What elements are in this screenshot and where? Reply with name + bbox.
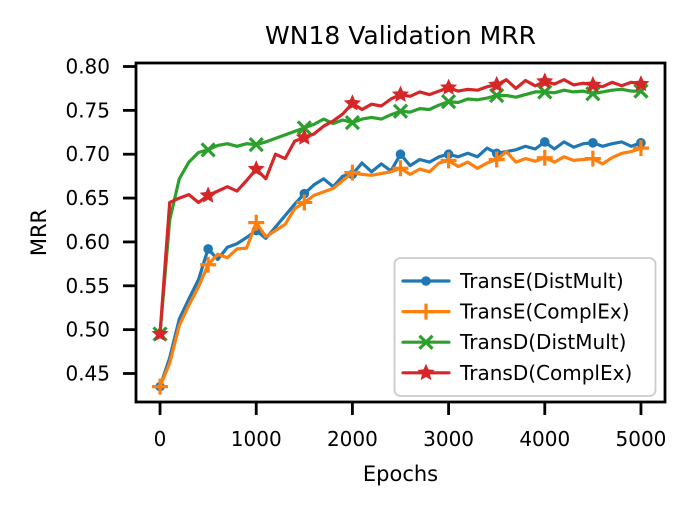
legend-label: TransD(ComplEx) [459,361,632,385]
x-tick-label: 0 [154,427,167,451]
plus-marker [296,194,313,211]
legend-entry-transe-complex: TransE(ComplEx) [401,300,630,324]
star-marker [417,363,435,381]
legend-entry-transd-distmult: TransD(DistMult) [401,330,626,354]
x-marker [200,142,216,158]
star-marker [488,75,506,93]
x-axis-ticks: 0 1000 2000 3000 4000 5000 [154,402,667,451]
x-tick-label: 2000 [327,427,378,451]
plus-marker [344,164,361,181]
y-tick-label: 0.65 [65,186,110,210]
legend-label: TransD(DistMult) [459,330,626,354]
plus-marker [536,149,553,166]
x-axis-label: Epochs [363,462,438,486]
legend: TransE(DistMult) TransE(ComplEx) TransD(Di… [393,257,657,397]
x-marker [418,334,434,350]
x-marker [440,93,457,110]
y-tick-label: 0.45 [65,361,110,385]
y-tick-label: 0.55 [65,274,110,298]
plus-marker [632,140,649,157]
plus-marker [392,160,409,177]
series-layer [151,72,650,395]
circle-marker [421,276,431,286]
plot-border [134,61,667,404]
x-tick-label: 5000 [616,427,667,451]
circle-marker [203,244,213,254]
star-marker [199,186,217,203]
x-tick-label: 1000 [231,427,282,451]
x-marker [296,120,312,136]
plus-marker [488,151,505,168]
x-tick-label: 4000 [519,427,570,451]
y-tick-label: 0.60 [65,230,110,254]
x-marker [392,103,409,119]
legend-label: TransE(ComplEx) [459,300,630,324]
y-axis-label: MRR [27,209,51,256]
plus-marker [418,303,434,320]
x-marker [633,83,649,99]
x-tick-label: 3000 [423,427,474,451]
plus-marker [584,150,601,167]
y-axis-ticks: 0.45 0.50 0.55 0.60 0.65 0.70 0.75 0.80 [65,55,136,385]
circle-marker [299,188,310,199]
legend-entry-transe-distmult: TransE(DistMult) [401,269,624,293]
axes-layer: 0 1000 2000 3000 4000 5000 0.45 0.50 0.55 0.60 0.6… [65,55,666,451]
circle-marker [588,138,598,148]
x-marker [344,115,361,131]
star-marker [151,325,169,342]
star-marker [391,85,410,102]
star-marker [295,128,313,145]
series-transd-complex [151,72,650,342]
star-marker [536,72,554,89]
plus-marker [248,214,265,231]
star-marker [440,78,458,95]
star-marker [584,75,602,93]
y-tick-label: 0.50 [65,318,110,342]
legend-box [393,257,657,397]
circle-marker [395,149,406,160]
legend-label: TransE(DistMult) [459,269,624,293]
series-transe-complex [152,140,649,395]
plus-marker [200,256,217,273]
x-marker [248,136,264,153]
plus-marker [152,378,169,395]
y-tick-label: 0.80 [65,55,110,79]
star-marker [632,75,650,92]
plus-marker [440,152,457,169]
y-tick-label: 0.75 [65,98,110,122]
legend-entry-transd-complex: TransD(ComplEx) [401,361,632,385]
star-marker [247,160,265,177]
circle-marker [539,137,550,147]
y-tick-label: 0.70 [65,142,110,166]
chart-title: WN18 Validation MRR [265,21,536,50]
star-marker [343,94,361,111]
